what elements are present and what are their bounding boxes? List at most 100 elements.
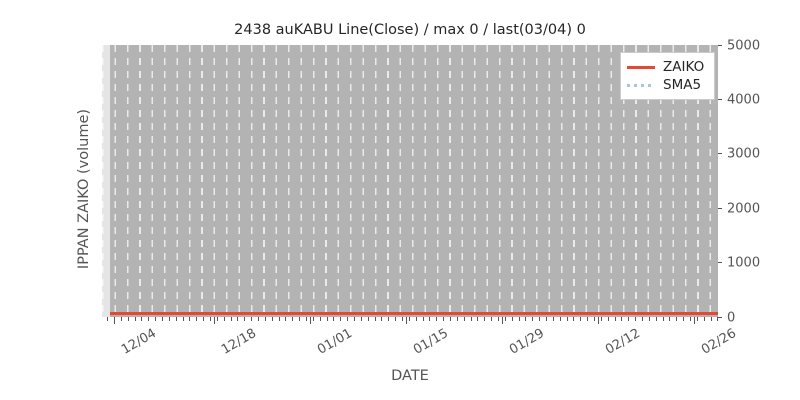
x-tickmark-minor bbox=[415, 317, 417, 321]
x-tickmark-minor bbox=[402, 317, 403, 321]
x-tickmark-minor bbox=[107, 317, 109, 321]
grid-lines bbox=[102, 45, 718, 317]
y-tickmark bbox=[718, 262, 722, 264]
x-tickmark-minor bbox=[210, 317, 211, 321]
x-tickmark-major-1 bbox=[214, 317, 215, 324]
x-tick-label-1204: 12/04 bbox=[119, 326, 159, 358]
x-tickmark-minor bbox=[251, 317, 253, 321]
y-tick-label: 4000 bbox=[727, 92, 761, 108]
x-tickmark-major-2 bbox=[310, 317, 311, 324]
legend-label: SMA5 bbox=[663, 77, 702, 93]
x-tickmark-minor bbox=[408, 317, 410, 321]
x-tickmark-minor bbox=[532, 317, 534, 321]
x-tickmark-minor bbox=[306, 317, 307, 321]
x-tickmark-minor bbox=[360, 317, 362, 321]
x-tickmark-minor bbox=[559, 317, 561, 321]
y-tickmark bbox=[718, 316, 722, 318]
x-tickmark-minor bbox=[264, 317, 266, 321]
x-tick-label-0101: 01/01 bbox=[315, 326, 355, 358]
x-tickmark-minor bbox=[319, 317, 321, 321]
x-tickmark-minor bbox=[203, 317, 205, 321]
x-tickmark-minor bbox=[717, 317, 719, 321]
y-tick-label: 2000 bbox=[727, 201, 761, 217]
x-tickmark-minor bbox=[237, 317, 239, 321]
chart-title: 2438 auKABU Line(Close) / max 0 / last(0… bbox=[234, 22, 586, 38]
legend-entry-sma5: SMA5 bbox=[627, 76, 708, 94]
x-tickmark-minor bbox=[484, 317, 486, 321]
x-tickmark-minor bbox=[141, 317, 143, 321]
x-tick-label-1218: 12/18 bbox=[219, 326, 259, 358]
y-tick-label: 1000 bbox=[727, 255, 761, 271]
x-tickmark-minor bbox=[196, 317, 198, 321]
x-tickmark-minor bbox=[703, 317, 705, 321]
x-tickmark-minor bbox=[230, 317, 232, 321]
x-tickmark-minor bbox=[148, 317, 150, 321]
x-tickmark-minor bbox=[696, 317, 698, 321]
x-tickmark-minor bbox=[223, 317, 225, 321]
x-tickmark-minor bbox=[443, 317, 445, 321]
x-tickmark-minor bbox=[127, 317, 129, 321]
legend-line-icon-zaiko bbox=[627, 65, 655, 69]
x-tickmark-minor bbox=[607, 317, 609, 321]
x-tickmark-minor bbox=[456, 317, 458, 321]
x-tickmark-minor bbox=[683, 317, 685, 321]
x-tickmark-minor bbox=[134, 317, 136, 321]
plot-area bbox=[102, 45, 718, 317]
x-tickmark-minor bbox=[326, 317, 328, 321]
x-tickmark-minor bbox=[388, 317, 390, 321]
x-tickmark-minor bbox=[552, 317, 554, 321]
x-tickmark-minor bbox=[175, 317, 177, 321]
y-tick-label: 5000 bbox=[727, 38, 761, 53]
x-tickmark-minor bbox=[367, 317, 369, 321]
x-tickmark-minor bbox=[463, 317, 465, 321]
legend-label: ZAIKO bbox=[663, 59, 705, 75]
x-tickmark-minor bbox=[690, 317, 691, 321]
x-tickmark-minor bbox=[573, 317, 575, 321]
x-tickmark-minor bbox=[655, 317, 657, 321]
x-tickmark-major-4 bbox=[502, 317, 503, 324]
x-tickmark-minor bbox=[642, 317, 643, 321]
x-tickmark-minor bbox=[258, 317, 259, 321]
x-axis-title: DATE bbox=[391, 368, 429, 384]
x-tickmark-minor bbox=[244, 317, 246, 321]
y-axis-title: IPPAN ZAIKO (volume) bbox=[76, 108, 92, 270]
x-tickmark-minor bbox=[587, 317, 589, 321]
x-tickmark-minor bbox=[436, 317, 438, 321]
x-tickmark-minor bbox=[216, 317, 218, 321]
x-tickmark-minor bbox=[621, 317, 623, 321]
x-tickmark-minor bbox=[710, 317, 712, 321]
x-tickmark-minor bbox=[470, 317, 472, 321]
y-tick-label: 3000 bbox=[727, 146, 761, 162]
x-tickmark-minor bbox=[450, 317, 451, 321]
x-tickmark-minor bbox=[299, 317, 301, 321]
series-line-zaiko bbox=[110, 312, 718, 315]
legend-entry-zaiko: ZAIKO bbox=[627, 58, 708, 76]
x-tickmark-minor bbox=[539, 317, 541, 321]
chart-legend: ZAIKO SMA5 bbox=[620, 52, 715, 100]
x-tickmark-minor bbox=[648, 317, 650, 321]
x-tick-label-0212: 02/12 bbox=[603, 326, 643, 358]
x-tickmark-minor bbox=[477, 317, 479, 321]
x-tickmark-minor bbox=[271, 317, 273, 321]
x-tickmark-minor bbox=[635, 317, 637, 321]
x-tickmark-major-3 bbox=[406, 317, 407, 324]
x-tickmark-minor bbox=[285, 317, 287, 321]
x-tickmark-minor bbox=[498, 317, 499, 321]
x-tickmark-minor bbox=[278, 317, 280, 321]
x-tickmark-minor bbox=[511, 317, 513, 321]
x-tickmark-minor bbox=[614, 317, 616, 321]
x-tickmark-major-0 bbox=[114, 317, 115, 324]
y-tickmark bbox=[718, 98, 722, 100]
x-tickmark-minor bbox=[518, 317, 520, 321]
x-tickmark-minor bbox=[429, 317, 431, 321]
x-tickmark-minor bbox=[491, 317, 493, 321]
legend-line-icon-sma5 bbox=[627, 83, 655, 87]
y-tickmark bbox=[718, 153, 722, 155]
x-tickmark-minor bbox=[120, 317, 122, 321]
x-tickmark-minor bbox=[594, 317, 595, 321]
x-tickmark-minor bbox=[525, 317, 527, 321]
y-tickmark bbox=[718, 44, 722, 46]
y-tick-label: 0 bbox=[727, 310, 736, 325]
y-tickmark bbox=[718, 207, 722, 209]
